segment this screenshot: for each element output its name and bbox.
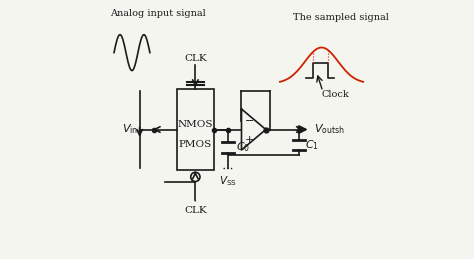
Text: $C_1$: $C_1$ — [305, 138, 319, 152]
Text: $C_0$: $C_0$ — [236, 141, 250, 154]
Bar — [177, 89, 214, 170]
Text: $V_{\mathrm{outsh}}$: $V_{\mathrm{outsh}}$ — [314, 123, 345, 136]
Text: $V_{\mathrm{SS}}$: $V_{\mathrm{SS}}$ — [219, 174, 237, 188]
Text: Clock: Clock — [321, 90, 349, 99]
Text: PMOS: PMOS — [179, 140, 212, 149]
Text: +: + — [245, 135, 254, 145]
Text: −: − — [245, 116, 254, 126]
Text: $V_{\mathrm{in}}$: $V_{\mathrm{in}}$ — [122, 123, 138, 136]
Text: NMOS: NMOS — [178, 120, 213, 129]
Text: Analog input signal: Analog input signal — [110, 9, 206, 18]
Text: CLK: CLK — [184, 54, 207, 63]
Text: CLK: CLK — [184, 206, 207, 215]
Text: The sampled signal: The sampled signal — [293, 13, 389, 22]
